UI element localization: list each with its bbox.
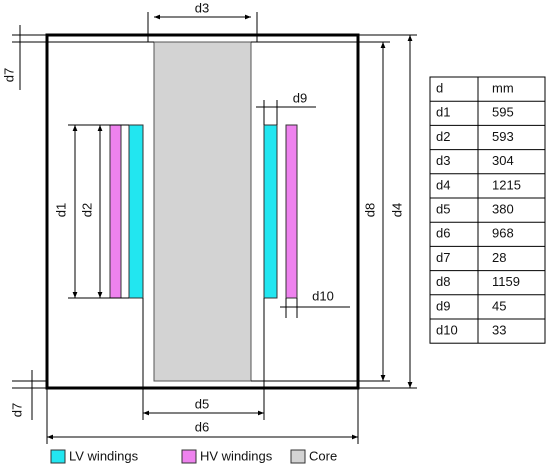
dimension-label: d7 [9, 403, 24, 417]
table-cell: 28 [492, 250, 506, 265]
table-cell: d1 [436, 105, 450, 120]
dimension-label: d4 [389, 203, 404, 217]
table-cell: d9 [436, 298, 450, 313]
legend-swatch [50, 449, 66, 464]
table-border [429, 76, 546, 344]
table-cell: d10 [436, 323, 458, 338]
table-header: mm [492, 81, 514, 96]
dimension-table: d mm d1 595 d2 593 d3 304 d4 1215 d5 380 d6 968 d7 28 d8… [429, 76, 546, 344]
dimension-label: d5 [195, 396, 209, 411]
table-cell: 1215 [492, 177, 521, 192]
table-header: d [436, 81, 443, 96]
dimension-label: d10 [312, 288, 334, 303]
dimension-label: d9 [293, 90, 307, 105]
lv-winding [263, 124, 278, 299]
table-cell: d7 [436, 250, 450, 265]
dimension-label: d2 [79, 203, 94, 217]
table-cell: 593 [492, 129, 514, 144]
tank-outline [45, 33, 360, 390]
drawing [12, 12, 417, 444]
legend-label: LV windings [69, 448, 139, 463]
dimension-label: d8 [362, 203, 377, 217]
hv-winding [285, 124, 298, 299]
lv-winding [128, 124, 144, 299]
table-cell: d8 [436, 274, 450, 289]
core [153, 41, 252, 382]
legend-swatch [181, 449, 197, 464]
legend: LV windings HV windings Core [50, 448, 337, 464]
dimension-label: d7 [1, 68, 16, 82]
table-cell: d3 [436, 153, 450, 168]
dimension-labels: d3 d7 d1 d2 d8 d4 d9 d10 d5 d6 d7 [1, 0, 404, 434]
table-cell: 968 [492, 226, 514, 241]
table-cell: 1159 [492, 274, 520, 289]
dimension-label: d1 [53, 203, 68, 217]
table-cell: 45 [492, 298, 506, 313]
table-cell: d6 [436, 226, 450, 241]
dimension-label: d6 [195, 419, 209, 434]
legend-label: HV windings [200, 448, 273, 463]
table-cell: 304 [492, 153, 514, 168]
table-cell: d2 [436, 129, 450, 144]
legend-swatch [290, 449, 306, 464]
table-cell: d5 [436, 202, 450, 217]
hv-winding [109, 124, 122, 299]
table-cell: d4 [436, 177, 450, 192]
legend-label: Core [309, 448, 337, 463]
table-cell: 380 [492, 202, 514, 217]
dimension-label: d3 [195, 0, 209, 15]
table-cell: 595 [492, 105, 514, 120]
table-cell: 33 [492, 323, 506, 338]
